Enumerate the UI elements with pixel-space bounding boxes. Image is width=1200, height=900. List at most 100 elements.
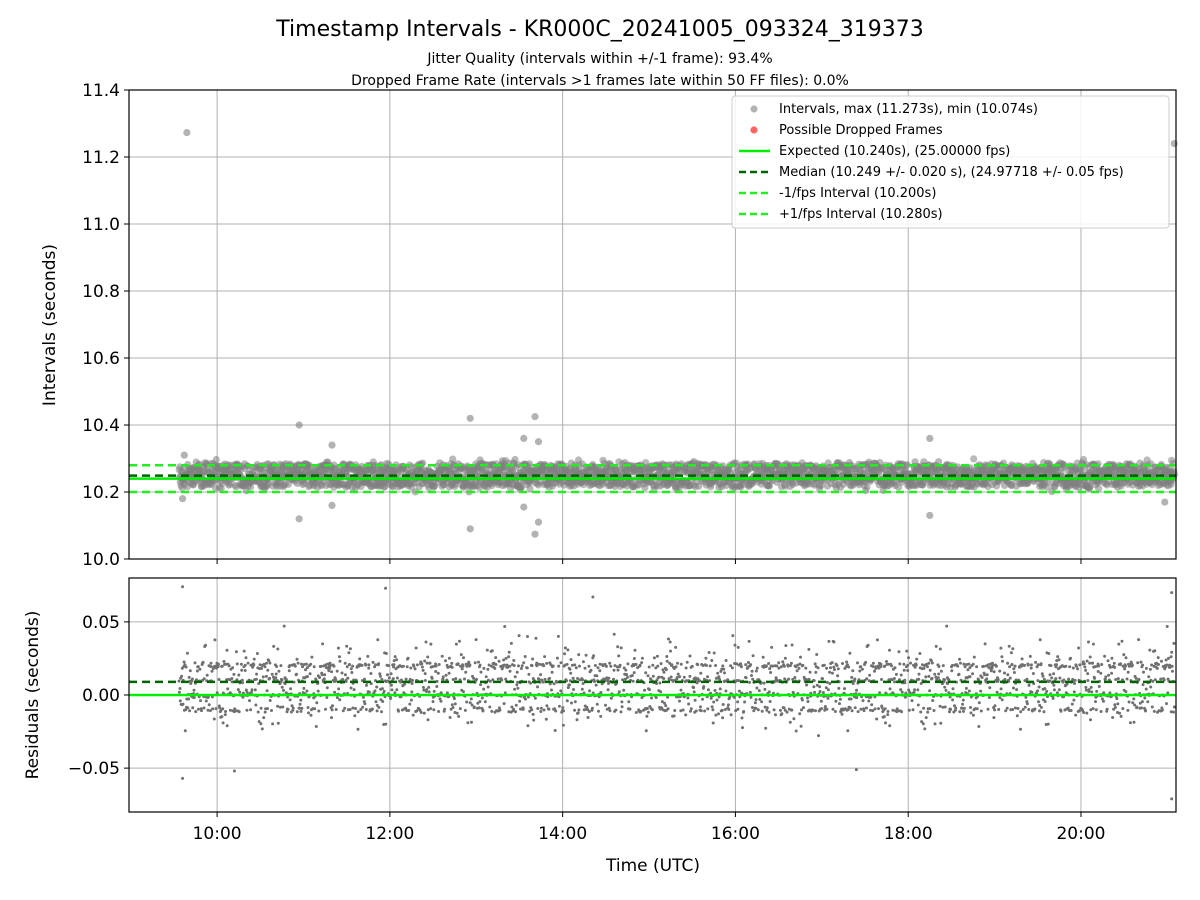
residual-point — [716, 671, 720, 675]
residual-point — [744, 676, 748, 680]
residual-point — [909, 661, 912, 665]
residual-point — [444, 659, 447, 663]
residual-point — [983, 673, 987, 677]
residual-point — [750, 669, 754, 673]
residual-point — [537, 677, 541, 681]
residual-point — [218, 706, 222, 710]
residual-point — [945, 624, 949, 628]
residual-point — [833, 668, 836, 672]
residual-point — [202, 706, 206, 710]
residual-point — [1003, 671, 1006, 675]
residual-point — [708, 664, 712, 668]
residual-point — [274, 676, 278, 680]
residual-point — [221, 707, 225, 711]
residual-point — [421, 668, 425, 672]
residual-point — [958, 657, 961, 661]
residual-point — [790, 708, 794, 712]
residual-point — [338, 698, 342, 702]
residual-point — [414, 646, 418, 650]
residual-point — [1088, 661, 1092, 665]
residual-point — [411, 713, 415, 717]
residual-point — [995, 690, 999, 694]
residual-point — [811, 708, 815, 712]
residual-point — [717, 712, 720, 716]
residual-point — [821, 691, 825, 695]
residual-point — [204, 643, 208, 647]
residual-point — [466, 721, 470, 725]
residual-point — [341, 677, 345, 681]
residual-point — [1040, 672, 1044, 676]
residual-point — [834, 699, 838, 703]
residual-point — [422, 688, 426, 692]
residual-point — [870, 703, 874, 707]
residual-point — [530, 664, 534, 668]
residual-point — [723, 671, 726, 675]
residual-point — [212, 717, 216, 721]
residual-point — [741, 726, 744, 730]
residual-point — [802, 706, 805, 710]
residual-point — [426, 655, 430, 659]
legend-intervals-marker — [750, 105, 758, 113]
residual-point — [336, 646, 340, 650]
residual-point — [386, 673, 389, 677]
residual-point — [1038, 638, 1042, 642]
residual-point — [435, 679, 439, 683]
residual-point — [785, 710, 789, 714]
residual-point — [1020, 657, 1024, 661]
residual-point — [1105, 707, 1109, 711]
interval-outlier-point — [534, 518, 543, 526]
residual-point — [209, 661, 213, 665]
residual-point — [1052, 672, 1056, 676]
residual-point — [486, 667, 490, 671]
residual-point — [599, 714, 603, 718]
residual-point — [458, 639, 461, 643]
residual-point — [890, 664, 894, 668]
residual-point — [432, 708, 436, 712]
residual-point — [780, 712, 784, 716]
residual-point — [720, 708, 724, 712]
residual-point — [721, 703, 725, 706]
residual-point — [543, 655, 547, 659]
residual-point — [360, 663, 364, 667]
residual-point — [645, 707, 649, 710]
residual-point — [452, 697, 456, 701]
residual-point — [599, 691, 603, 694]
residual-point — [485, 648, 489, 652]
residual-point — [792, 717, 796, 721]
residual-point — [922, 706, 926, 710]
residual-point — [880, 678, 883, 681]
intervals-y-tick-label: 11.0 — [82, 215, 120, 235]
residual-point — [926, 665, 929, 669]
residual-point — [730, 666, 734, 670]
residual-point — [837, 686, 841, 690]
residual-point — [223, 713, 227, 717]
residual-point — [490, 709, 494, 713]
residual-point — [614, 708, 618, 712]
interval-outlier-point — [531, 530, 539, 538]
residual-point — [1095, 689, 1099, 693]
residual-point — [957, 672, 961, 676]
residual-point — [276, 721, 280, 725]
residual-point — [464, 670, 468, 674]
residual-point — [732, 695, 736, 699]
residual-point — [930, 676, 934, 680]
residual-point — [607, 676, 611, 680]
interval-outlier-point — [466, 525, 474, 533]
residual-point — [751, 654, 755, 658]
residual-point — [279, 664, 283, 668]
residual-point — [288, 698, 292, 702]
residual-point — [459, 653, 463, 657]
residual-point — [682, 675, 686, 679]
interval-outlier-point — [328, 501, 336, 509]
residual-point — [736, 645, 740, 649]
residual-point — [850, 709, 854, 713]
residual-point — [630, 674, 634, 677]
residual-point — [472, 705, 476, 709]
residual-point — [706, 707, 710, 711]
residual-point — [300, 706, 304, 710]
residual-point — [239, 662, 243, 666]
residual-point — [548, 676, 552, 680]
residual-point — [374, 663, 378, 667]
residual-point — [226, 687, 230, 691]
residual-point — [964, 686, 968, 690]
